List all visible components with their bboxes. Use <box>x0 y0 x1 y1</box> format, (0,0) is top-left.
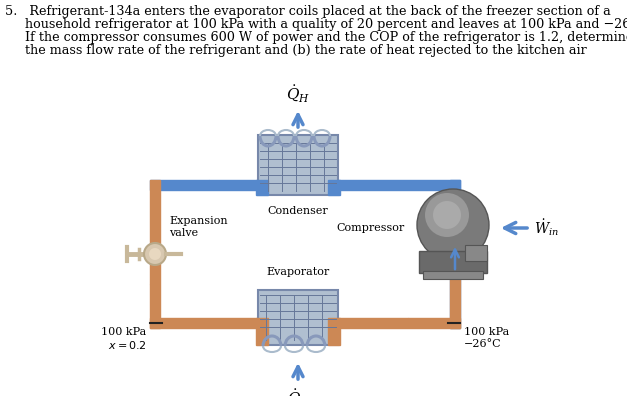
Bar <box>256 180 268 195</box>
Text: Expansion
valve: Expansion valve <box>169 216 228 238</box>
Text: Condenser: Condenser <box>268 206 329 216</box>
Text: household refrigerator at 100 kPa with a quality of 20 percent and leaves at 100: household refrigerator at 100 kPa with a… <box>5 18 627 31</box>
Text: $\dot{Q}_H$: $\dot{Q}_H$ <box>286 84 310 104</box>
Text: the mass flow rate of the refrigerant and (b) the rate of heat rejected to the k: the mass flow rate of the refrigerant an… <box>5 44 587 57</box>
Bar <box>328 180 340 195</box>
Bar <box>338 180 460 190</box>
Bar <box>450 261 460 328</box>
Circle shape <box>417 189 489 261</box>
Bar <box>450 180 460 328</box>
Text: $\dot{W}_{in}$: $\dot{W}_{in}$ <box>534 217 559 238</box>
Bar <box>419 251 487 273</box>
FancyBboxPatch shape <box>258 290 338 345</box>
Circle shape <box>149 248 161 260</box>
Text: 5.   Refrigerant-134a enters the evaporator coils placed at the back of the free: 5. Refrigerant-134a enters the evaporato… <box>5 5 611 18</box>
Bar <box>256 318 268 345</box>
Text: 100 kPa
−26°C: 100 kPa −26°C <box>464 327 509 348</box>
FancyBboxPatch shape <box>258 135 338 195</box>
Text: 100 kPa
$x = 0.2$: 100 kPa $x = 0.2$ <box>101 327 146 351</box>
Circle shape <box>433 201 461 229</box>
Bar <box>338 318 460 328</box>
Text: Evaporator: Evaporator <box>266 267 330 277</box>
Bar <box>465 245 487 261</box>
Circle shape <box>144 243 166 265</box>
Bar <box>150 180 258 190</box>
Text: $\dot{Q}_L$: $\dot{Q}_L$ <box>287 387 308 396</box>
Text: If the compressor consumes 600 W of power and the COP of the refrigerator is 1.2: If the compressor consumes 600 W of powe… <box>5 31 627 44</box>
Bar <box>150 180 160 328</box>
Bar <box>150 318 258 328</box>
Bar <box>423 271 483 279</box>
Text: Compressor: Compressor <box>337 223 405 233</box>
Circle shape <box>425 193 469 237</box>
Bar <box>328 318 340 345</box>
